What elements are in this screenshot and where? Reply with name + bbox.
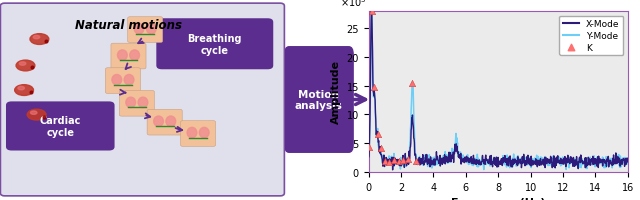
Y-Mode [523,161,531,164]
Ellipse shape [16,61,35,72]
K [380,160,390,163]
FancyBboxPatch shape [111,44,146,70]
Ellipse shape [126,98,136,108]
K [367,10,377,13]
Ellipse shape [147,24,156,35]
FancyBboxPatch shape [180,121,216,147]
X-Mode [523,164,531,166]
K [364,145,374,149]
Ellipse shape [18,87,24,90]
K [376,146,386,149]
X-Mode [381,160,388,162]
Ellipse shape [27,110,46,120]
FancyBboxPatch shape [119,91,154,117]
Point [26,91,36,94]
Ellipse shape [33,36,40,40]
Y-Mode [365,160,372,162]
FancyBboxPatch shape [147,110,182,135]
Point [41,40,51,43]
Ellipse shape [118,51,127,61]
X-Mode [624,160,632,163]
K [369,86,380,89]
Ellipse shape [187,128,197,138]
K [397,158,408,162]
Y-Mode [562,158,570,160]
Y-axis label: Amplitude: Amplitude [331,60,341,124]
X-Mode [389,169,397,171]
Y-Mode [589,162,596,164]
K [412,159,422,163]
X-Mode [365,156,372,159]
Ellipse shape [138,98,148,108]
K [394,160,404,163]
X-Mode [516,160,524,162]
FancyBboxPatch shape [156,19,273,70]
Y-Mode [368,13,376,15]
Text: $\times10^3$: $\times10^3$ [340,0,367,9]
Ellipse shape [166,116,175,127]
K [407,82,417,85]
Ellipse shape [124,75,134,85]
Ellipse shape [31,111,37,115]
FancyBboxPatch shape [1,4,284,196]
Point [28,66,38,70]
Line: Y-Mode: Y-Mode [369,14,628,170]
Ellipse shape [30,34,49,45]
Y-Mode [516,159,524,162]
Ellipse shape [134,24,144,35]
K [403,157,413,160]
X-Mode [589,162,596,164]
Text: Cardiac
cycle: Cardiac cycle [40,116,81,137]
Y-Mode [381,162,388,164]
Y-Mode [531,158,538,161]
Text: Natural motions: Natural motions [75,19,182,32]
X-Mode [531,161,538,163]
X-Mode [368,6,376,9]
FancyBboxPatch shape [106,68,140,94]
Ellipse shape [130,51,140,61]
Point [38,115,49,119]
Y-Mode [624,157,632,159]
Ellipse shape [154,116,163,127]
FancyBboxPatch shape [284,47,354,153]
Text: Motion
analysis: Motion analysis [295,89,343,111]
Line: X-Mode: X-Mode [369,7,628,170]
Legend: X-Mode, Y-Mode, K: X-Mode, Y-Mode, K [559,16,623,56]
X-axis label: Frequency (Hz): Frequency (Hz) [451,197,545,200]
FancyBboxPatch shape [127,18,163,43]
Ellipse shape [15,85,33,96]
Ellipse shape [112,75,122,85]
FancyBboxPatch shape [6,102,115,151]
Ellipse shape [199,128,209,138]
X-Mode [562,166,570,168]
K [388,159,399,162]
Y-Mode [480,169,488,171]
Ellipse shape [19,62,26,66]
Text: Breathing
cycle: Breathing cycle [188,34,242,55]
K [384,161,394,164]
K [372,133,383,136]
